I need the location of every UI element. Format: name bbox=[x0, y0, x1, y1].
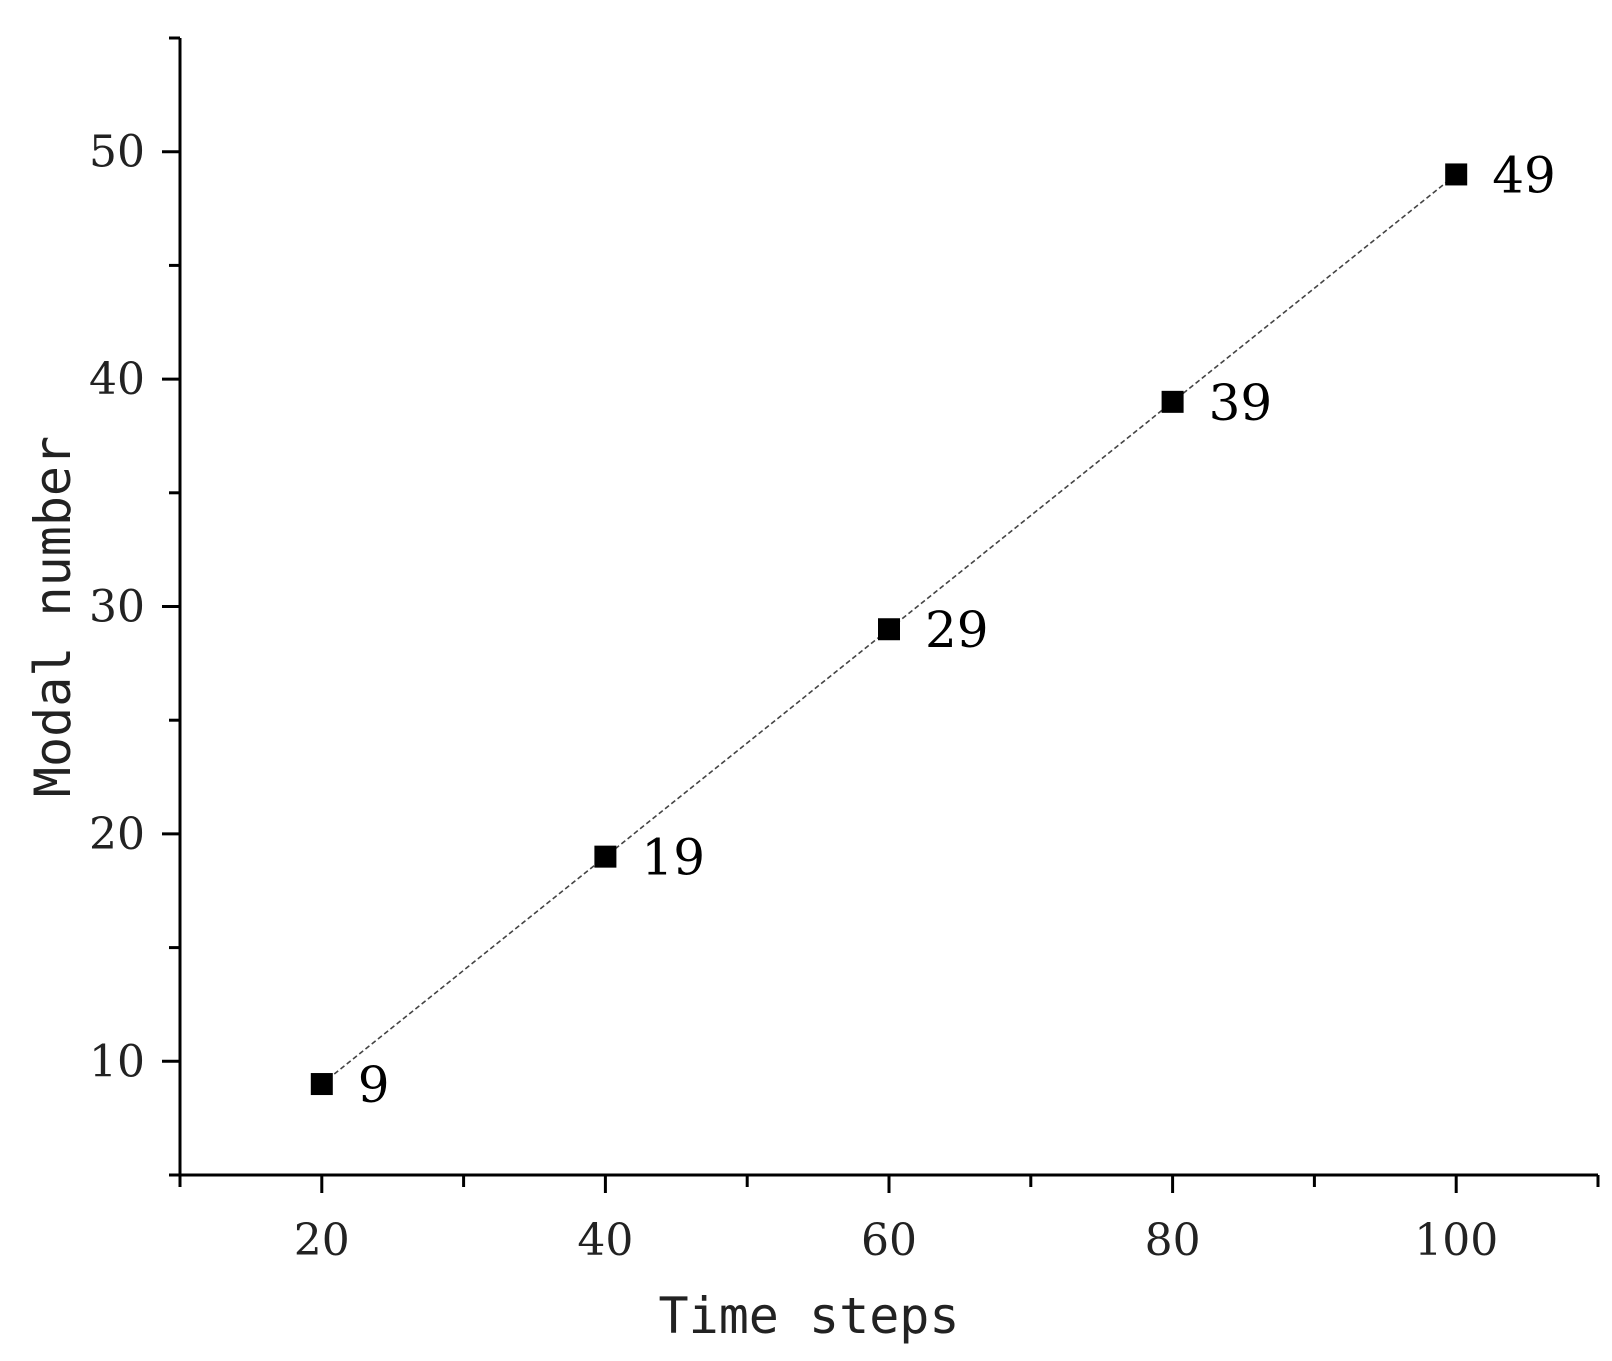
x-tick-label: 80 bbox=[1145, 1215, 1201, 1266]
axes bbox=[178, 38, 1598, 1177]
series-layer: 9 19 29 39 49 bbox=[310, 146, 1556, 1114]
x-tick-label: 40 bbox=[577, 1215, 633, 1266]
series-line bbox=[321, 173, 1457, 1085]
data-point-marker bbox=[1445, 163, 1468, 186]
x-tick-label: 60 bbox=[861, 1215, 917, 1266]
data-point-marker bbox=[594, 845, 617, 868]
data-label: 29 bbox=[925, 601, 989, 659]
data-point-marker bbox=[878, 618, 900, 641]
x-tick-label: 100 bbox=[1414, 1215, 1498, 1266]
x-tick-label: 20 bbox=[294, 1215, 350, 1266]
y-tick-label: 10 bbox=[89, 1036, 145, 1087]
x-ticks: 20 40 60 80 100 bbox=[178, 1175, 1600, 1266]
data-point-marker bbox=[1161, 390, 1184, 413]
x-axis-title: Time steps bbox=[658, 1287, 959, 1345]
y-tick-label: 20 bbox=[89, 809, 145, 860]
y-tick-label: 50 bbox=[89, 127, 145, 178]
data-label: 19 bbox=[641, 829, 705, 887]
y-tick-label: 40 bbox=[89, 354, 145, 405]
y-tick-label: 30 bbox=[89, 582, 145, 633]
y-ticks: 10 20 30 40 50 bbox=[89, 36, 180, 1177]
y-axis-title: Modal number bbox=[24, 436, 82, 797]
data-label: 49 bbox=[1492, 146, 1556, 204]
data-point-marker bbox=[310, 1073, 333, 1096]
data-label: 9 bbox=[358, 1056, 390, 1114]
data-label: 39 bbox=[1209, 374, 1273, 432]
